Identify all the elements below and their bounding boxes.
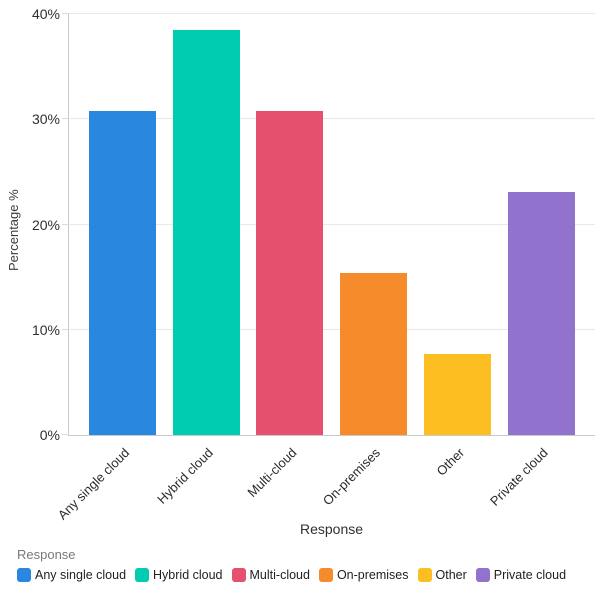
x-tick-label-private-cloud: Private cloud (486, 445, 551, 509)
legend-item-any-single-cloud[interactable]: Any single cloud (17, 568, 126, 582)
legend-title: Response (17, 547, 76, 562)
bar-multi-cloud[interactable] (256, 110, 324, 435)
bar-hybrid-cloud[interactable] (172, 29, 240, 435)
gridline-20 (69, 223, 595, 225)
bar-on-premises[interactable] (340, 272, 408, 435)
y-tick-label-20: 20% (31, 216, 60, 233)
gridline-40 (69, 13, 595, 14)
y-tick-label-30: 30% (31, 111, 60, 128)
y-tickmark-30 (62, 118, 69, 120)
y-axis-title: Percentage % (6, 189, 21, 271)
legend-swatch-private-cloud (475, 568, 490, 582)
bar-private-cloud[interactable] (507, 191, 575, 435)
legend-item-multi-cloud[interactable]: Multi-cloud (231, 568, 310, 582)
legend-item-other[interactable]: Other (417, 568, 467, 582)
x-tick-label-on-premises: On-premises (319, 445, 384, 509)
y-tickmark-40 (62, 13, 69, 14)
legend-item-label: Multi-cloud (249, 568, 310, 582)
x-tick-label-other: Other (433, 445, 467, 479)
legend-swatch-any-single-cloud (17, 568, 31, 582)
plot-area (62, 13, 595, 436)
y-tickmark-10 (62, 328, 69, 330)
legend: Any single cloud Hybrid cloud Multi-cloud O… (17, 568, 592, 582)
legend-swatch-multi-cloud (231, 568, 246, 582)
x-tick-label-hybrid-cloud: Hybrid cloud (154, 445, 216, 507)
bar-any-single-cloud[interactable] (89, 110, 156, 435)
legend-item-label: Private cloud (493, 568, 567, 582)
bar-other[interactable] (423, 353, 491, 435)
y-tick-label-40: 40% (31, 6, 60, 22)
y-tick-label-0: 0% (39, 427, 60, 443)
gridline-30 (69, 118, 595, 120)
gridline-10 (69, 328, 595, 330)
legend-swatch-hybrid-cloud (135, 568, 150, 582)
legend-swatch-on-premises (318, 568, 333, 582)
x-axis-title: Response (299, 521, 364, 537)
x-tick-label-multi-cloud: Multi-cloud (244, 445, 300, 501)
y-tick-label-10: 10% (31, 321, 60, 338)
legend-item-label: Any single cloud (35, 568, 127, 582)
legend-swatch-other (417, 568, 432, 582)
legend-item-label: Other (435, 568, 467, 582)
legend-item-on-premises[interactable]: On-premises (318, 568, 409, 582)
legend-item-label: On-premises (336, 568, 409, 582)
y-tickmark-20 (62, 223, 69, 225)
legend-item-hybrid-cloud[interactable]: Hybrid cloud (135, 568, 223, 582)
x-tick-label-any-single-cloud: Any single cloud (54, 445, 133, 523)
legend-item-private-cloud[interactable]: Private cloud (475, 568, 567, 582)
legend-item-label: Hybrid cloud (153, 568, 223, 582)
y-tickmark-0 (62, 434, 69, 435)
